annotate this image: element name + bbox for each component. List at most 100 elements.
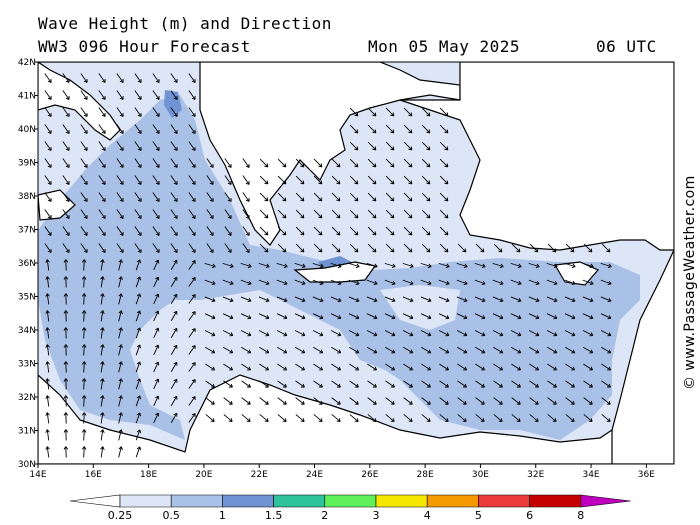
direction-arrow [403, 363, 414, 371]
direction-arrow [135, 310, 142, 322]
direction-arrow [258, 313, 270, 320]
direction-arrow [100, 327, 105, 339]
direction-arrow [240, 262, 252, 268]
wave-band-high-adriatic [164, 90, 182, 118]
direction-arrow [295, 243, 305, 253]
direction-arrow [366, 296, 378, 303]
direction-arrow [403, 175, 413, 185]
lon-tick-label: 14E [29, 470, 46, 480]
lat-tick-label: 41N [18, 92, 36, 102]
lat-tick-label: 35N [18, 293, 36, 303]
direction-arrow [475, 363, 486, 371]
direction-arrow [582, 313, 594, 320]
direction-arrow [152, 107, 160, 117]
direction-arrow [135, 276, 142, 288]
direction-arrow [204, 262, 216, 268]
direction-arrow [241, 363, 252, 371]
direction-arrow [45, 446, 50, 458]
legend-min-arrow [69, 494, 121, 508]
direction-arrow [384, 296, 396, 303]
direction-arrow [62, 124, 70, 134]
direction-arrow [475, 380, 485, 388]
direction-arrow [98, 192, 106, 202]
legend-label: 5 [475, 509, 482, 522]
direction-arrow [456, 313, 468, 320]
direction-arrow [242, 175, 250, 185]
direction-arrow [367, 243, 377, 253]
direction-arrow [100, 276, 105, 288]
direction-arrow [44, 141, 52, 151]
direction-arrow [62, 192, 70, 202]
direction-arrow [118, 259, 123, 271]
direction-arrow [80, 90, 88, 100]
direction-arrow [206, 226, 214, 236]
direction-arrow [277, 192, 287, 202]
legend-swatch [375, 494, 428, 508]
direction-arrow [242, 192, 250, 202]
direction-arrow [366, 313, 378, 320]
direction-arrow [63, 259, 69, 271]
direction-arrow [240, 296, 252, 303]
direction-arrow [63, 412, 69, 424]
direction-arrow [241, 346, 252, 354]
direction-arrow [313, 380, 323, 388]
direction-arrow [438, 296, 450, 303]
direction-arrow [421, 107, 431, 117]
direction-arrow [242, 226, 250, 236]
direction-arrow [152, 158, 160, 168]
direction-arrow [492, 279, 504, 286]
direction-arrow [547, 243, 557, 253]
direction-arrow [565, 363, 576, 371]
wave-band-light-patch-2 [180, 310, 300, 360]
direction-arrow [367, 192, 377, 202]
direction-arrow [403, 243, 413, 253]
direction-arrow [348, 279, 360, 286]
direction-arrow [511, 414, 521, 422]
direction-arrow [367, 380, 377, 388]
direction-arrow [81, 429, 87, 441]
direction-arrow [294, 313, 306, 320]
direction-arrow [313, 243, 323, 253]
direction-arrow [600, 296, 612, 303]
direction-arrow [600, 313, 612, 320]
direction-arrow [421, 226, 431, 236]
direction-arrow [564, 313, 576, 320]
direction-arrow [118, 327, 123, 339]
direction-arrow [80, 243, 88, 253]
direction-arrow [294, 279, 306, 286]
direction-arrow [348, 313, 360, 320]
direction-arrow [565, 346, 576, 354]
direction-arrow [188, 124, 196, 134]
direction-arrow [456, 279, 468, 286]
direction-arrow [510, 279, 522, 286]
direction-arrow [100, 259, 105, 271]
legend-swatch [222, 494, 274, 508]
direction-arrow [439, 175, 449, 185]
direction-arrow [528, 296, 540, 303]
direction-arrow [170, 412, 178, 423]
direction-arrow [63, 446, 69, 458]
direction-arrow [439, 158, 449, 168]
direction-arrow [331, 414, 341, 422]
direction-arrow [528, 313, 540, 320]
direction-arrow [170, 90, 178, 100]
direction-arrow [242, 158, 250, 168]
direction-arrow [511, 397, 521, 405]
direction-arrow [439, 380, 449, 388]
direction-arrow [170, 276, 178, 287]
direction-arrow [349, 141, 359, 151]
direction-arrow [330, 296, 342, 303]
direction-arrow [205, 414, 215, 422]
direction-arrow [188, 209, 196, 219]
direction-arrow [98, 141, 106, 151]
direction-arrow [565, 380, 575, 388]
direction-arrow [62, 158, 70, 168]
direction-arrow [100, 446, 105, 458]
direction-arrow [277, 397, 287, 405]
direction-arrow [276, 262, 288, 268]
direction-arrow [116, 209, 124, 219]
direction-arrow [385, 243, 395, 253]
direction-arrow [134, 175, 142, 185]
direction-arrow [222, 279, 234, 286]
direction-arrow [45, 395, 50, 407]
